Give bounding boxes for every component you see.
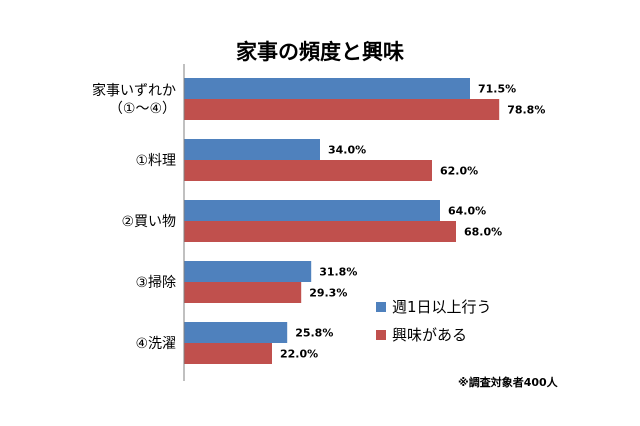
footnote: ※調査対象者400人	[458, 376, 558, 389]
category-label: 家事いずれか	[92, 82, 176, 99]
data-label: 29.3%	[309, 287, 347, 300]
bar-weekly	[184, 261, 312, 282]
legend-swatch	[376, 302, 386, 312]
category-label: ②買い物	[121, 214, 176, 230]
category-label: ③掃除	[135, 274, 176, 291]
bar-weekly	[184, 139, 320, 160]
data-label: 78.8%	[507, 104, 545, 117]
data-label: 64.0%	[448, 205, 486, 218]
bar-weekly	[184, 78, 470, 99]
bar-interest	[184, 221, 456, 242]
bar-interest	[184, 343, 272, 364]
legend-label: 興味がある	[392, 326, 467, 344]
bar-weekly	[184, 200, 440, 221]
data-label: 68.0%	[464, 226, 502, 239]
bar-interest	[184, 160, 432, 181]
category-label: （①～④）	[109, 101, 176, 117]
bar-weekly	[184, 322, 288, 343]
data-label: 62.0%	[440, 165, 478, 178]
bar-interest	[184, 99, 500, 120]
category-label: ④洗濯	[135, 336, 176, 352]
data-label: 31.8%	[319, 266, 357, 279]
category-label: ①料理	[135, 153, 176, 169]
bar-interest	[184, 282, 302, 303]
data-label: 34.0%	[328, 144, 366, 157]
chart-title: 家事の頻度と興味	[236, 40, 404, 64]
data-label: 22.0%	[280, 348, 318, 361]
legend-swatch	[376, 330, 386, 340]
data-label: 25.8%	[295, 327, 333, 340]
data-label: 71.5%	[478, 83, 516, 96]
legend-label: 週1日以上行う	[392, 298, 492, 316]
